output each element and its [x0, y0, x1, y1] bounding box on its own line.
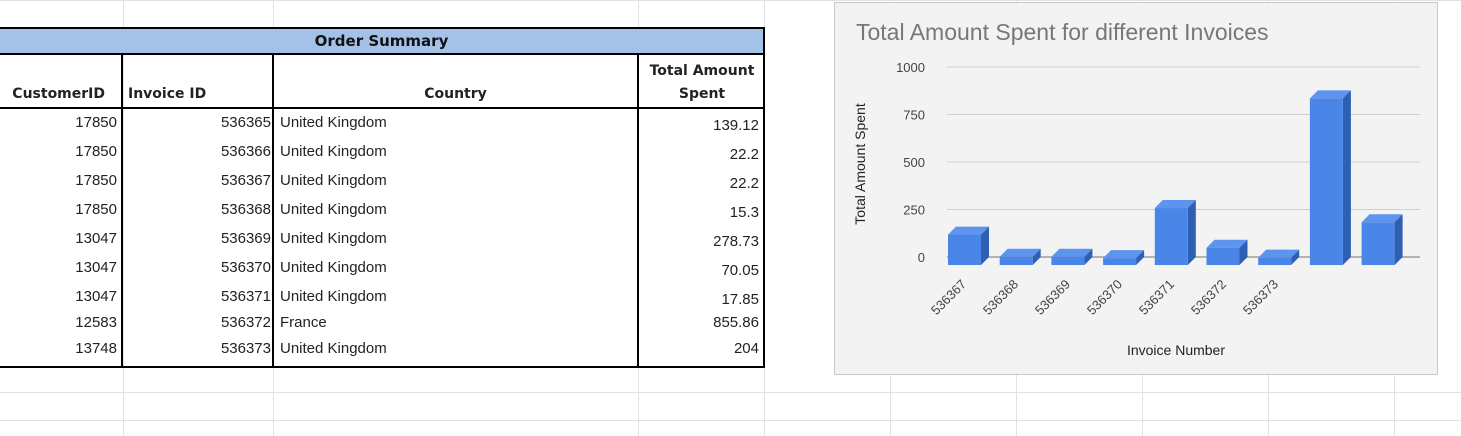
- y-tick-label: 750: [903, 108, 925, 123]
- cell-invoice-id[interactable]: 536372: [220, 314, 271, 331]
- cell-total[interactable]: 70.05: [721, 262, 759, 279]
- bar[interactable]: [1206, 239, 1248, 265]
- cell-customer-id[interactable]: 13047: [75, 288, 117, 305]
- x-tick-label: 536371: [1136, 277, 1177, 318]
- y-tick-label: 0: [918, 250, 925, 265]
- y-tick-label: 250: [903, 203, 925, 218]
- y-tick-label: 500: [903, 155, 925, 170]
- header-customer-id[interactable]: CustomerID: [12, 86, 105, 102]
- x-axis-label: Invoice Number: [1127, 342, 1225, 358]
- cell-invoice-id[interactable]: 536367: [220, 172, 271, 189]
- cell-country[interactable]: United Kingdom: [280, 288, 387, 305]
- cell-invoice-id[interactable]: 536370: [220, 259, 271, 276]
- cell-total[interactable]: 17.85: [721, 291, 759, 308]
- bar[interactable]: [1258, 249, 1300, 265]
- cell-country[interactable]: United Kingdom: [280, 172, 387, 189]
- bar[interactable]: [999, 248, 1041, 265]
- x-tick-label: 536367: [928, 277, 969, 318]
- cell-country[interactable]: United Kingdom: [280, 201, 387, 218]
- cell-customer-id[interactable]: 17850: [75, 143, 117, 160]
- bar-chart[interactable]: Total Amount Spent for different Invoice…: [834, 2, 1438, 375]
- cell-total[interactable]: 139.12: [713, 117, 759, 134]
- header-invoice-id[interactable]: Invoice ID: [128, 86, 207, 102]
- cell-country[interactable]: France: [280, 314, 327, 331]
- cell-invoice-id[interactable]: 536371: [220, 288, 271, 305]
- cell-country[interactable]: United Kingdom: [280, 143, 387, 160]
- cell-invoice-id[interactable]: 536365: [220, 114, 271, 131]
- cell-country[interactable]: United Kingdom: [280, 230, 387, 247]
- cell-customer-id[interactable]: 17850: [75, 172, 117, 189]
- cell-customer-id[interactable]: 13047: [75, 230, 117, 247]
- header-country[interactable]: Country: [424, 86, 487, 102]
- header-total-line1[interactable]: Total Amount: [649, 63, 755, 79]
- cell-total[interactable]: 204: [733, 340, 759, 357]
- bar[interactable]: [1309, 90, 1351, 265]
- cell-total[interactable]: 22.2: [729, 146, 759, 163]
- x-tick-label: 536369: [1032, 277, 1073, 318]
- cell-country[interactable]: United Kingdom: [280, 114, 387, 131]
- cell-customer-id[interactable]: 17850: [75, 201, 117, 218]
- bar[interactable]: [1051, 248, 1093, 265]
- bar[interactable]: [1154, 200, 1196, 265]
- cell-customer-id[interactable]: 13748: [75, 340, 117, 357]
- chart-canvas: 0 250 500 750 1000 Total Amount Spent 536367 53…: [852, 60, 1420, 358]
- y-tick-label: 1000: [896, 60, 925, 75]
- chart-title: Total Amount Spent for different Invoice…: [856, 19, 1269, 45]
- bar[interactable]: [1361, 214, 1403, 265]
- cell-customer-id[interactable]: 17850: [75, 114, 117, 131]
- cell-invoice-id[interactable]: 536368: [220, 201, 271, 218]
- header-total-line2[interactable]: Spent: [678, 86, 726, 102]
- cell-customer-id[interactable]: 13047: [75, 259, 117, 276]
- x-tick-label: 536372: [1188, 277, 1229, 318]
- cell-invoice-id[interactable]: 536373: [220, 340, 271, 357]
- x-tick-label: 536368: [980, 277, 1021, 318]
- cell-customer-id[interactable]: 12583: [75, 314, 117, 331]
- cell-invoice-id[interactable]: 536366: [220, 143, 271, 160]
- table-title[interactable]: Order Summary: [0, 27, 765, 55]
- cell-country[interactable]: United Kingdom: [280, 340, 387, 357]
- x-tick-label: 536373: [1240, 277, 1281, 318]
- cell-total[interactable]: 855.86: [713, 314, 759, 331]
- y-axis-label: Total Amount Spent: [852, 103, 868, 225]
- x-tick-label: 536370: [1084, 277, 1125, 318]
- cell-invoice-id[interactable]: 536369: [220, 230, 271, 247]
- bar[interactable]: [948, 226, 989, 265]
- bar[interactable]: [1103, 250, 1145, 265]
- cell-total[interactable]: 22.2: [729, 175, 759, 192]
- cell-country[interactable]: United Kingdom: [280, 259, 387, 276]
- cell-total[interactable]: 278.73: [713, 233, 759, 250]
- cell-total[interactable]: 15.3: [729, 204, 759, 221]
